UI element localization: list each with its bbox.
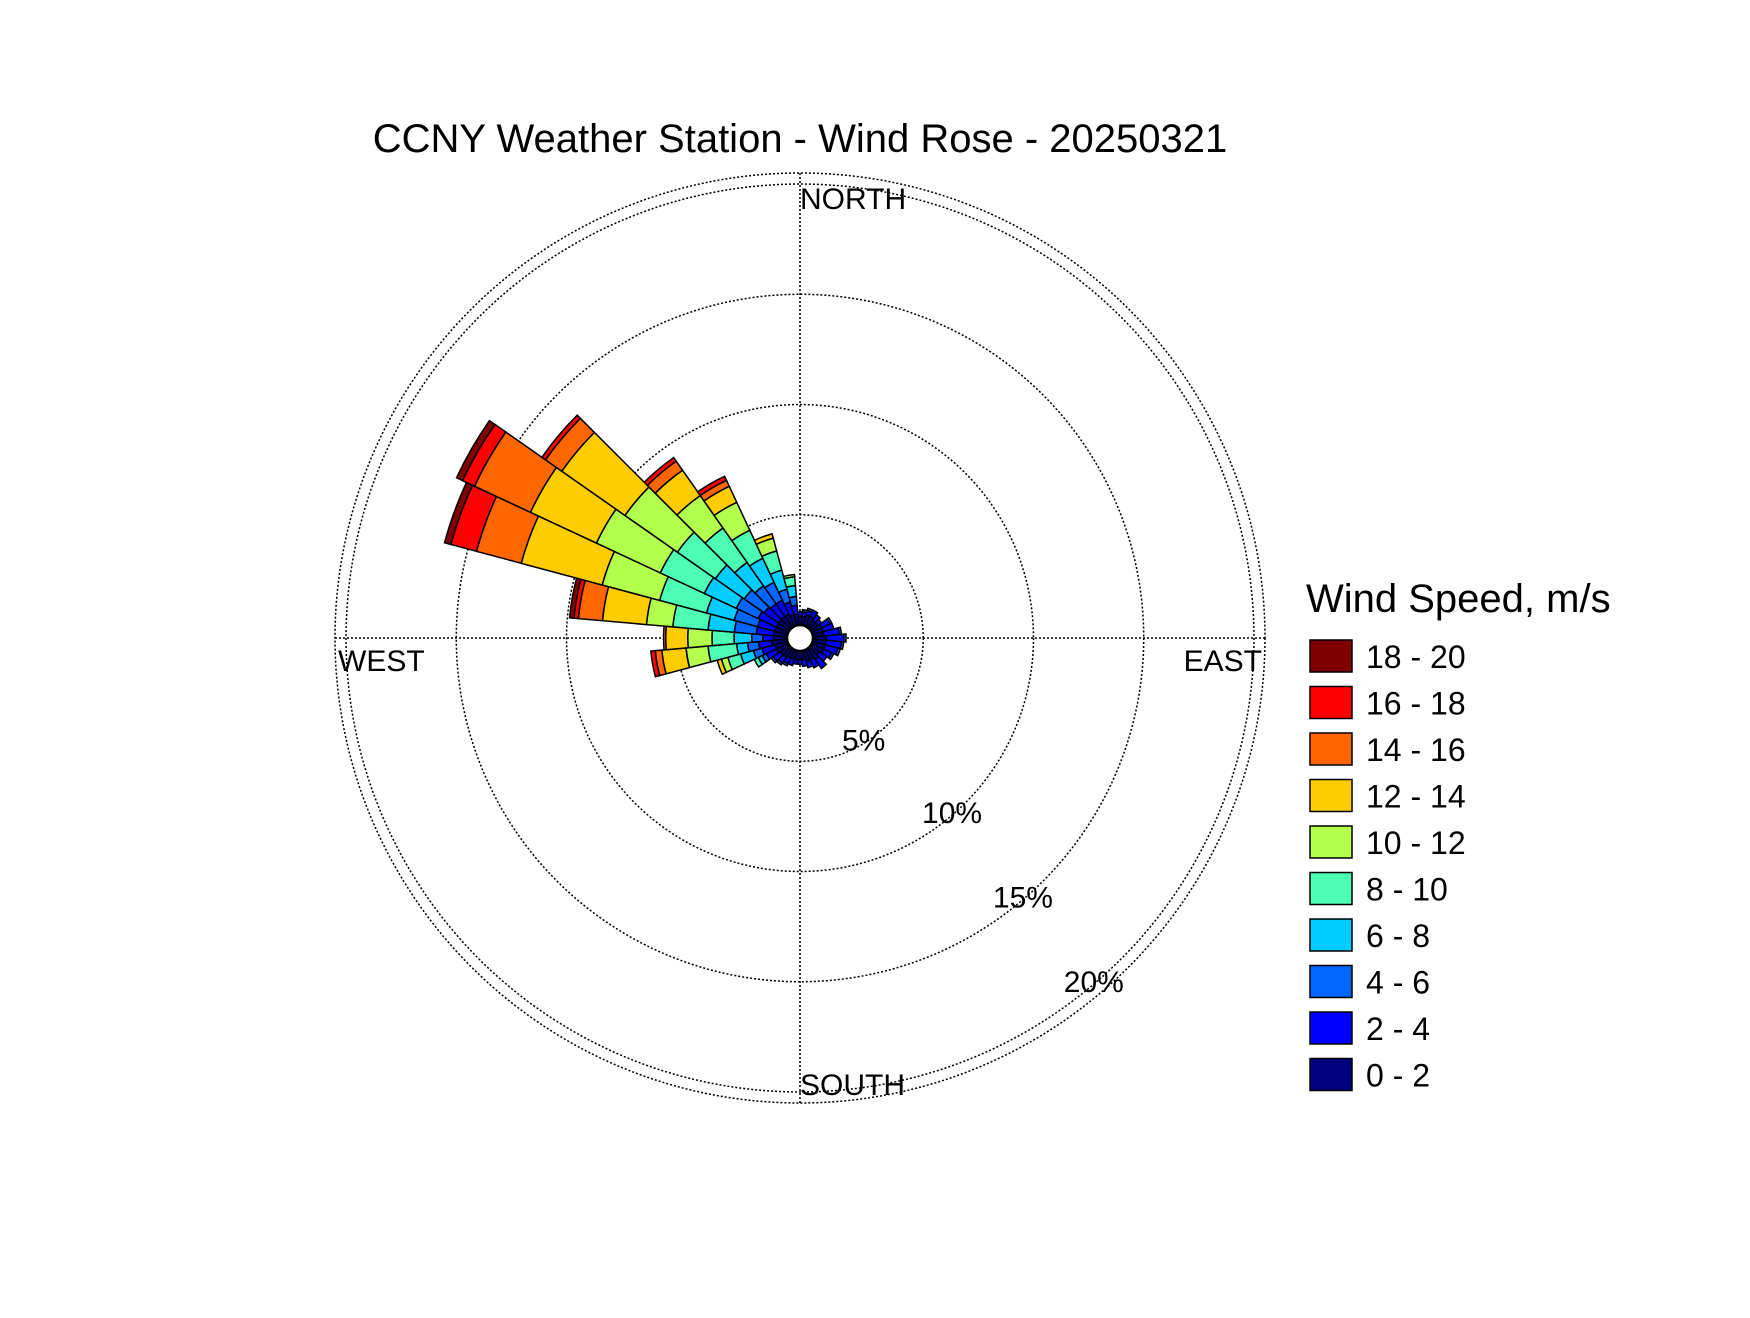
legend-swatch: [1309, 918, 1353, 952]
direction-label-north: NORTH: [800, 183, 906, 216]
wind-petals: [443, 414, 847, 678]
direction-label-east: EAST: [1184, 645, 1262, 678]
calm-circle: [785, 623, 815, 653]
legend-swatch: [1309, 964, 1353, 999]
legend-swatch: [1309, 685, 1353, 720]
petal-300-bin-9: [455, 419, 496, 482]
grid-ring-20: [345, 183, 1255, 1093]
legend-title: Wind Speed, m/s: [1306, 577, 1611, 621]
petal-100-bin-2: [839, 640, 845, 651]
petal-150-bin-1: [809, 656, 820, 669]
petal-80-bin-2: [837, 626, 843, 636]
direction-label-south: SOUTH: [800, 1069, 905, 1102]
radial-tick-labels: 5% 10% 15% 20%: [842, 725, 1124, 999]
legend-label: 12 - 14: [1366, 779, 1466, 815]
petal-30-bin-1: [809, 609, 819, 620]
petal-90-bin-2: [842, 633, 847, 643]
legend-label: 10 - 12: [1366, 825, 1466, 861]
legend-label: 8 - 10: [1366, 872, 1448, 908]
petal-340-bin-6: [753, 532, 775, 546]
radial-tick-label: 20%: [1064, 966, 1124, 999]
petal-330-bin-8: [696, 475, 728, 497]
petal-270-bin-6: [664, 625, 690, 651]
petal-350-bin-5: [782, 573, 796, 580]
petal-270-bin-7: [662, 625, 668, 651]
grid-ring-10: [565, 403, 1035, 873]
petal-40-bin-1: [811, 613, 822, 624]
petal-310-bin-8: [540, 414, 582, 461]
petal-140-bin-1: [813, 655, 828, 670]
legend-swatch: [1309, 639, 1353, 673]
legend-swatch: [1309, 1057, 1353, 1092]
radial-tick-label: 15%: [993, 881, 1053, 914]
legend-swatch: [1309, 1011, 1353, 1045]
petal-260-bin-5: [685, 645, 712, 669]
legend: 18 - 20 16 - 18 14 - 16 12 - 14 10 - 12 8 - 1…: [1309, 639, 1466, 1094]
petal-170-bin-1: [801, 658, 809, 668]
legend-label: 6 - 8: [1366, 918, 1430, 954]
legend-label: 14 - 16: [1366, 732, 1466, 768]
legend-label: 0 - 2: [1366, 1058, 1430, 1094]
petal-120-bin-2: [827, 651, 835, 661]
petal-260-bin-8: [650, 649, 661, 678]
petal-270-bin-5: [687, 627, 714, 649]
radial-tick-label: 5%: [842, 725, 885, 758]
chart-title: CCNY Weather Station - Wind Rose - 20250…: [373, 117, 1228, 161]
legend-swatch: [1309, 825, 1353, 859]
legend-swatch: [1309, 732, 1353, 766]
petal-260-bin-6: [661, 647, 691, 675]
legend-label: 4 - 6: [1366, 965, 1430, 1001]
legend-label: 16 - 18: [1366, 686, 1466, 722]
direction-label-west: WEST: [338, 645, 425, 678]
legend-swatch: [1309, 871, 1353, 906]
petal-320-bin-8: [643, 456, 678, 487]
legend-label: 18 - 20: [1366, 639, 1466, 675]
legend-label: 2 - 4: [1366, 1011, 1430, 1047]
legend-swatch: [1309, 778, 1353, 813]
petal-110-bin-2: [834, 647, 842, 657]
radial-tick-label: 10%: [922, 797, 982, 830]
